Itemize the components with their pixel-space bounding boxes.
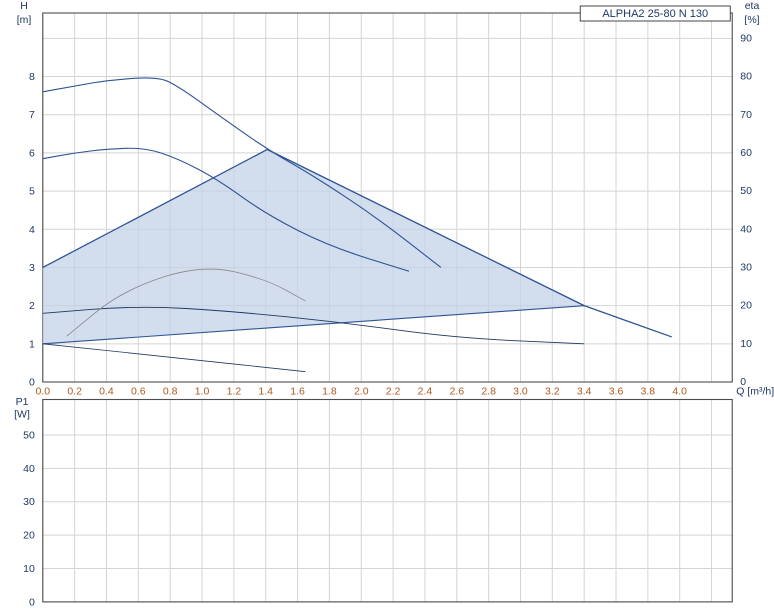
svg-text:2.2: 2.2: [386, 386, 401, 398]
svg-text:40: 40: [23, 463, 35, 475]
svg-text:1.4: 1.4: [258, 386, 273, 398]
svg-text:80: 80: [740, 71, 752, 83]
svg-text:0: 0: [29, 377, 35, 389]
svg-text:1.8: 1.8: [322, 386, 337, 398]
svg-text:50: 50: [740, 185, 752, 197]
svg-text:3.4: 3.4: [577, 386, 592, 398]
svg-text:[m]: [m]: [17, 14, 32, 26]
svg-text:H: H: [20, 0, 28, 12]
svg-text:2.8: 2.8: [481, 386, 496, 398]
svg-text:20: 20: [23, 530, 35, 542]
svg-text:4: 4: [29, 224, 35, 236]
svg-text:8: 8: [29, 71, 35, 83]
svg-text:2.4: 2.4: [418, 386, 433, 398]
svg-text:0.0: 0.0: [35, 386, 50, 398]
svg-text:1.0: 1.0: [195, 386, 210, 398]
svg-text:60: 60: [740, 147, 752, 159]
svg-text:7: 7: [29, 109, 35, 121]
svg-text:0.4: 0.4: [99, 386, 114, 398]
svg-text:2: 2: [29, 300, 35, 312]
svg-text:30: 30: [740, 261, 752, 273]
svg-text:30: 30: [23, 496, 35, 508]
svg-text:1: 1: [29, 338, 35, 350]
svg-text:0.8: 0.8: [163, 386, 178, 398]
svg-text:ALPHA2 25-80 N 130: ALPHA2 25-80 N 130: [602, 8, 708, 20]
svg-text:10: 10: [740, 338, 752, 350]
svg-text:6: 6: [29, 147, 35, 159]
svg-text:3.2: 3.2: [545, 386, 560, 398]
svg-text:1.2: 1.2: [227, 386, 242, 398]
svg-text:2.6: 2.6: [449, 386, 464, 398]
svg-text:3.8: 3.8: [641, 386, 656, 398]
svg-text:0.6: 0.6: [131, 386, 146, 398]
svg-text:3.0: 3.0: [513, 386, 528, 398]
svg-text:90: 90: [740, 33, 752, 45]
svg-text:2.0: 2.0: [354, 386, 369, 398]
svg-text:0: 0: [29, 596, 35, 608]
svg-text:0.2: 0.2: [67, 386, 82, 398]
svg-text:1.6: 1.6: [290, 386, 305, 398]
svg-text:20: 20: [740, 300, 752, 312]
svg-text:40: 40: [740, 223, 752, 235]
svg-text:[%]: [%]: [744, 14, 759, 26]
svg-text:10: 10: [23, 563, 35, 575]
svg-text:4.0: 4.0: [672, 386, 687, 398]
svg-text:3: 3: [29, 262, 35, 274]
svg-text:eta: eta: [745, 0, 760, 12]
svg-text:P1: P1: [16, 396, 29, 408]
svg-text:50: 50: [23, 429, 35, 441]
svg-text:[W]: [W]: [14, 409, 30, 421]
svg-text:Q [m³/h]: Q [m³/h]: [736, 386, 774, 398]
svg-text:70: 70: [740, 109, 752, 121]
svg-text:3.6: 3.6: [609, 386, 624, 398]
svg-text:5: 5: [29, 186, 35, 198]
